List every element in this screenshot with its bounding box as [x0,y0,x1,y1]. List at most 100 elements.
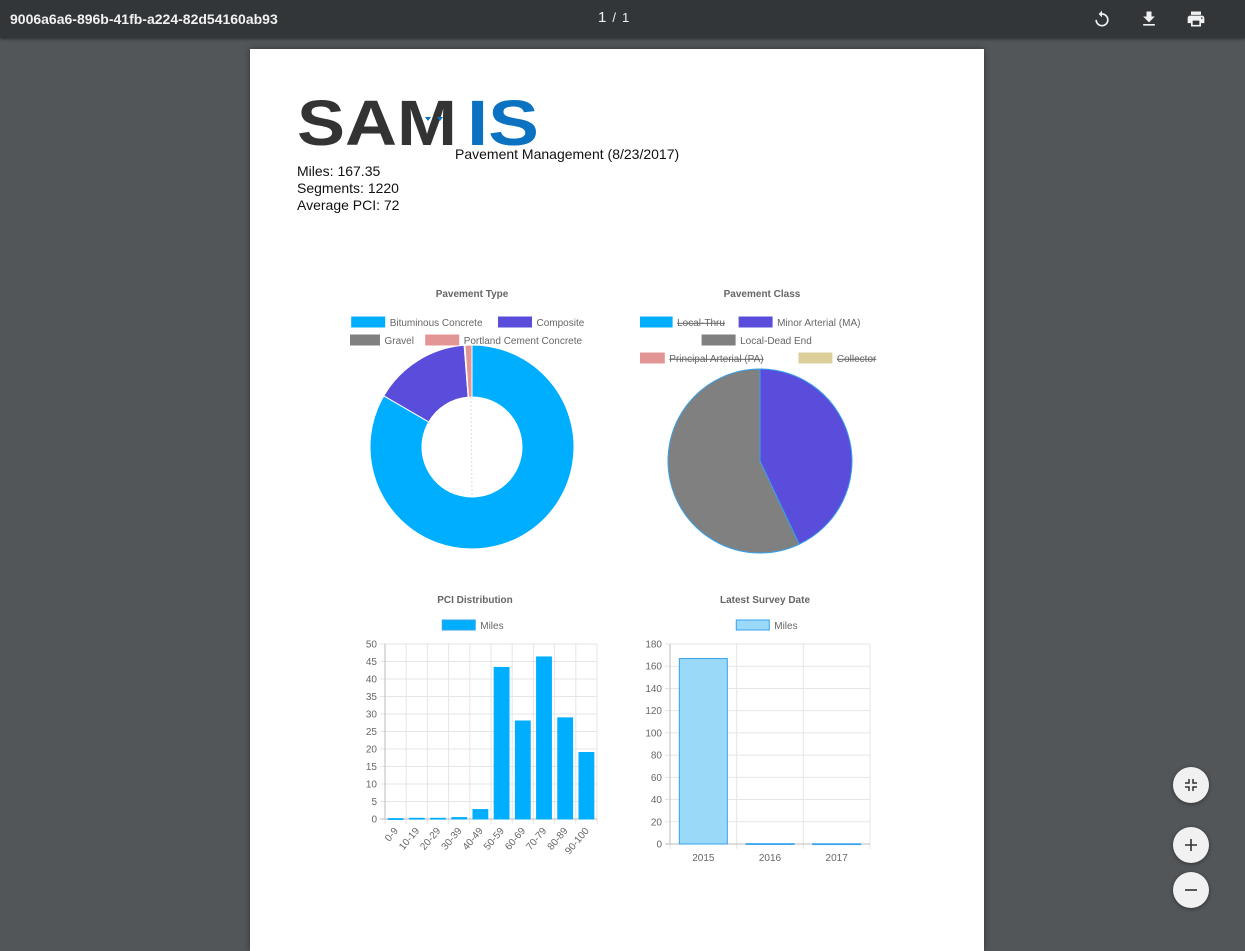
document-title: 9006a6a6-896b-41fb-a224-82d54160ab93 [10,11,278,27]
x-tick-label: 50-59 [482,826,507,853]
zoom-out-icon [1185,889,1197,891]
y-tick-label: 25 [366,727,378,738]
bar [387,818,404,820]
bar [493,666,510,820]
print-button[interactable] [1184,7,1208,31]
legend-swatch[interactable] [701,334,736,346]
legend-swatch[interactable] [798,352,833,364]
average-pci-stat: Average PCI: 72 [297,197,400,213]
pavement-type-chart: Pavement Type Bituminous Concrete Composit… [346,285,595,565]
legend-label[interactable]: Bituminous Concrete [390,318,483,329]
legend-label[interactable]: Principal Arterial (PA) [669,354,763,365]
y-tick-label: 160 [645,662,662,673]
x-tick-label: 2015 [692,853,715,861]
bar [472,809,489,820]
chart-title: PCI Distribution [437,595,513,606]
page-separator: / [612,10,616,25]
miles-stat: Miles: 167.35 [297,163,381,179]
legend-swatch[interactable] [738,316,773,328]
x-tick-label: 20-29 [418,826,443,853]
viewer-toolbar: 9006a6a6-896b-41fb-a224-82d54160ab93 1 /… [0,0,1245,38]
bar [812,843,862,846]
chart-title: Pavement Class [724,289,801,300]
legend-swatch[interactable] [425,334,460,346]
pie-slice [667,368,800,554]
zoom-in-button[interactable] [1173,827,1209,863]
legend-swatch[interactable] [638,316,673,328]
y-tick-label: 120 [645,706,662,717]
legend-label[interactable]: Minor Arterial (MA) [777,318,860,329]
legend-label[interactable]: Miles [480,621,503,632]
legend-label[interactable]: Miles [774,621,797,632]
legend-swatch[interactable] [735,619,770,631]
download-icon [1143,11,1155,26]
y-tick-label: 40 [366,675,378,686]
bar [451,817,468,820]
logo-text-sam: SAM [297,95,457,149]
current-page-input[interactable]: 1 [598,9,607,26]
pie-slice [759,368,853,545]
latest-survey-date-chart: Latest Survey Date Miles 0 20 40 60 80 100 120 14… [635,591,895,866]
download-button[interactable] [1137,7,1161,31]
logo-eye-left [425,117,431,121]
bar [408,817,425,820]
legend-swatch[interactable] [351,316,386,328]
page-indicator: 1 / 1 [598,9,629,26]
bar [557,717,574,820]
y-tick-label: 30 [366,710,378,721]
logo-text-is: IS [467,95,539,149]
y-tick-label: 0 [371,815,377,826]
total-pages: 1 [621,10,630,25]
segments-stat: Segments: 1220 [297,180,399,196]
x-tick-label: 40-49 [461,826,486,853]
bar [430,817,446,820]
y-tick-label: 80 [651,751,663,762]
x-tick-label: 70-79 [524,826,549,853]
x-tick-label: 90-100 [563,826,592,857]
y-tick-label: 50 [366,640,378,651]
legend-swatch[interactable] [630,352,665,364]
y-tick-label: 60 [651,773,663,784]
y-tick-label: 0 [656,840,662,851]
report-title: Pavement Management (8/23/2017) [455,146,680,162]
legend-label[interactable]: Portland Cement Concrete [464,336,583,347]
legend-label[interactable]: Collector [837,354,877,365]
pci-distribution-chart: PCI Distribution Miles 0 5 10 15 20 25 30 35 40 45 5… [345,591,605,866]
pie-slice [369,344,575,550]
x-tick-label: 60-69 [503,826,528,853]
y-tick-label: 40 [651,795,663,806]
legend-swatch[interactable] [441,619,476,631]
bar [578,752,595,820]
x-tick-label: 10-19 [397,826,422,853]
y-tick-label: 20 [366,745,378,756]
x-tick-label: 30-39 [440,826,465,853]
legend-label[interactable]: Local-Thru [677,318,725,329]
x-tick-label: 0-9 [383,826,401,844]
zoom-out-button[interactable] [1173,872,1209,908]
legend-label[interactable]: Composite [537,318,585,329]
y-tick-label: 180 [645,640,662,651]
legend-label[interactable]: Gravel [385,336,414,347]
y-tick-label: 20 [651,817,663,828]
summary-stats: Miles: 167.35 Segments: 1220 Average PCI… [297,163,399,214]
samis-logo: SAM IS [297,95,539,149]
legend-label[interactable]: Local-Dead End [740,336,812,347]
print-icon [1187,11,1205,27]
y-tick-label: 100 [645,728,662,739]
bar [514,720,531,820]
pdf-page: SAM IS Pavement Management (8/23/2017) M… [250,49,984,951]
pie-slice [464,344,473,398]
fit-page-button[interactable] [1173,767,1209,803]
chart-title: Latest Survey Date [720,595,810,606]
bar [678,658,728,845]
y-tick-label: 15 [366,762,378,773]
zoom-in-icon [1185,839,1197,851]
legend-swatch[interactable] [498,316,532,328]
logo-eye-right [437,117,443,121]
legend-swatch[interactable] [346,334,380,346]
y-tick-label: 5 [371,797,377,808]
center-guide [470,396,473,498]
y-tick-label: 45 [366,657,378,668]
x-tick-label: 2016 [759,853,782,861]
rotate-button[interactable] [1090,7,1114,31]
